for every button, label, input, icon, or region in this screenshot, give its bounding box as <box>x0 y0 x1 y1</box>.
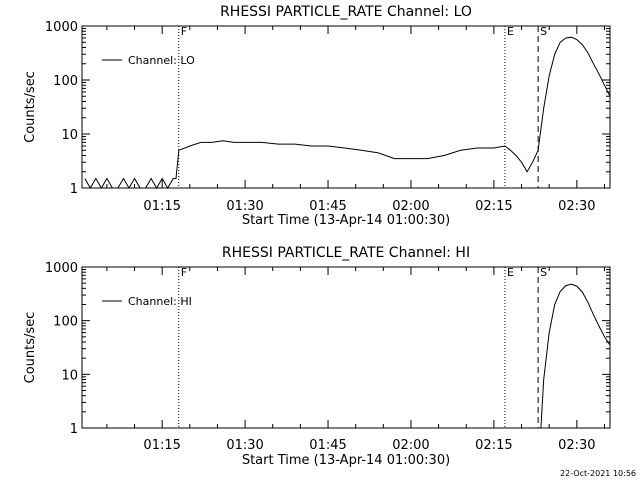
y-tick-label: 1000 <box>45 261 78 276</box>
chart-title: RHESSI PARTICLE_RATE Channel: HI <box>222 245 470 261</box>
x-tick-label: 01:45 <box>309 438 346 453</box>
x-tick-label: 02:30 <box>558 438 595 453</box>
x-tick-label: 01:30 <box>226 438 263 453</box>
lo-channel-panel: RHESSI PARTICLE_RATE Channel: LO 1 10 100 10… <box>23 4 611 228</box>
plot-frame <box>81 266 611 429</box>
x-tick-label: 01:45 <box>309 199 346 214</box>
y-tick-label: 1 <box>70 422 78 437</box>
hi-channel-panel: RHESSI PARTICLE_RATE Channel: HI 1 10 100 10… <box>23 245 611 468</box>
footer-timestamp: 22-Oct-2021 10:56 <box>560 469 636 478</box>
legend-entry: Channel: LO <box>128 54 195 67</box>
x-tick-label: 01:15 <box>143 438 180 453</box>
x-tick-label: 02:00 <box>392 438 429 453</box>
y-axis-label: Counts/sec <box>23 71 38 143</box>
x-axis-label: Start Time (13-Apr-14 01:00:30) <box>242 453 450 468</box>
x-tick-label: 02:15 <box>475 199 512 214</box>
y-tick-label: 1000 <box>45 20 78 35</box>
x-tick-label: 01:15 <box>143 199 180 214</box>
event-marker-label: S <box>540 25 547 38</box>
plot-frame <box>81 25 611 189</box>
y-tick-label: 1 <box>70 182 78 197</box>
y-tick-label: 100 <box>53 315 78 330</box>
event-marker-label: E <box>507 25 514 38</box>
series-line <box>84 36 611 189</box>
y-tick-label: 10 <box>61 128 78 143</box>
chart-title: RHESSI PARTICLE_RATE Channel: LO <box>220 4 472 20</box>
x-tick-label: 02:30 <box>558 199 595 214</box>
x-tick-label: 02:15 <box>475 438 512 453</box>
legend-entry: Channel: HI <box>128 295 192 308</box>
event-marker-label: F <box>181 266 187 279</box>
x-axis-label: Start Time (13-Apr-14 01:00:30) <box>242 213 450 228</box>
event-marker-label: F <box>181 25 187 38</box>
event-marker-label: S <box>540 266 547 279</box>
series-line <box>540 283 611 429</box>
y-tick-label: 10 <box>61 368 78 383</box>
y-axis-label: Counts/sec <box>23 312 38 384</box>
x-tick-label: 02:00 <box>392 199 429 214</box>
y-tick-label: 100 <box>53 74 78 89</box>
event-marker-label: E <box>507 266 514 279</box>
x-tick-label: 01:30 <box>226 199 263 214</box>
